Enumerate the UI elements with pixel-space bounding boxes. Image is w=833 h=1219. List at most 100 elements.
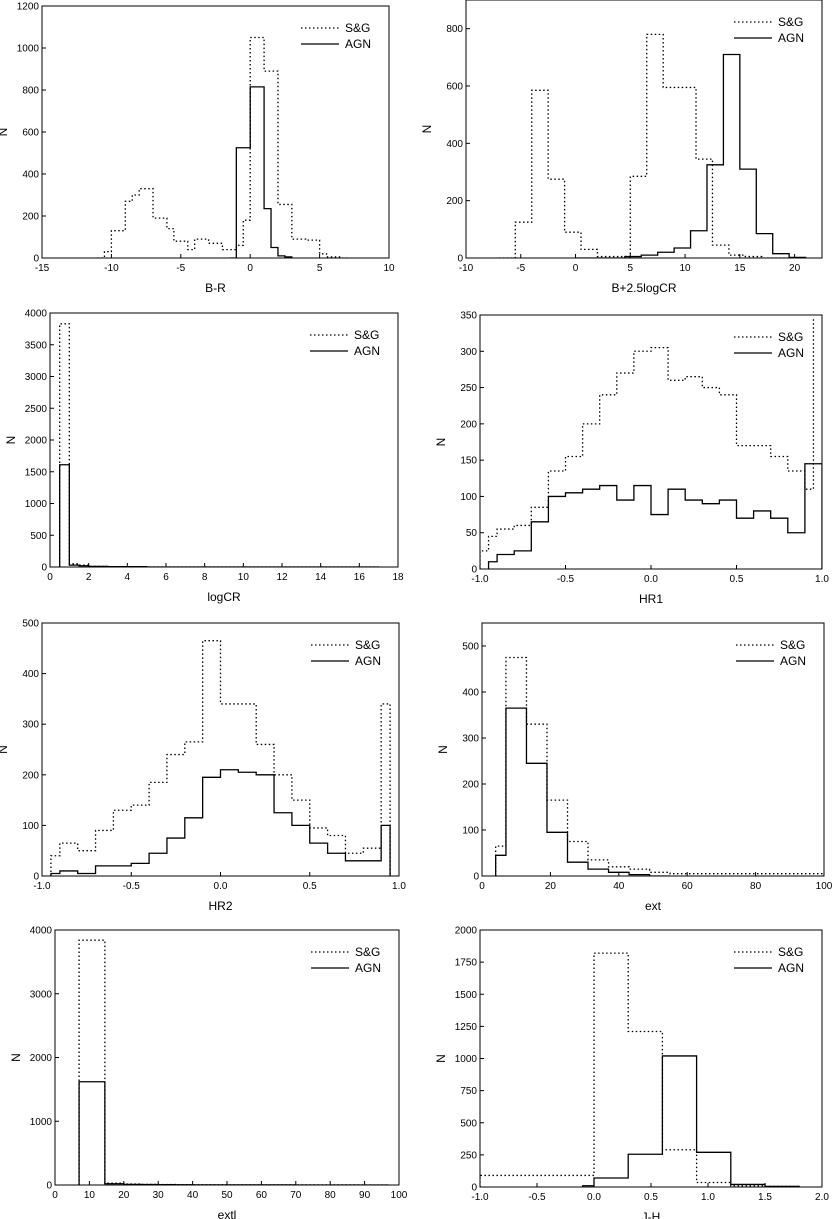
x-tick-label: 30 [153,1190,165,1201]
x-tick-label: 2.0 [815,1192,829,1203]
legend-label: AGN [778,31,804,45]
x-tick-label: 0 [47,572,53,583]
x-axis-label: logCR [207,590,241,604]
legend-label: S&G [354,328,379,342]
x-tick-label: 10 [84,1190,96,1201]
x-tick-label: 0 [247,263,253,274]
y-tick-label: 200 [462,780,479,791]
x-axis-label: ext [645,899,662,913]
x-tick-label: 20 [789,263,801,274]
x-tick-label: 0 [573,263,579,274]
series-sg-line [499,34,795,258]
x-tick-label: 0.5 [303,881,317,892]
y-axis-label: N [434,438,448,447]
y-tick-label: 500 [30,531,47,542]
x-tick-label: 40 [613,881,625,892]
y-tick-label: 4000 [25,309,48,320]
chart-extl: 0 10 20 30 40 50 60 70 80 90 10001000200030004000e… [0,915,416,1219]
y-tick-label: 500 [462,642,479,653]
y-tick-label: 1000 [25,499,48,510]
x-tick-label: 15 [734,263,746,274]
series-agn-line [583,1056,800,1187]
x-tick-label: 0 [52,1190,58,1201]
x-tick-label: 60 [682,881,694,892]
chart-panel-4: -1.0 -0.5 0.0 0.5 1.0 0 100 200 300 400 500 HR2 N S&G… [0,610,416,915]
x-tick-label: 2 [86,572,92,583]
x-tick-label: 18 [392,572,404,583]
x-tick-label: 4 [125,572,131,583]
y-tick-label: 400 [446,139,463,150]
y-tick-label: 300 [460,347,477,358]
series-sg-line [480,319,813,569]
legend-label: AGN [778,961,804,975]
y-tick-label: 400 [22,669,39,680]
y-tick-label: 300 [462,734,479,745]
y-tick-label: 2000 [25,436,48,447]
y-tick-label: 250 [460,1150,477,1161]
y-tick-label: 350 [460,311,477,322]
y-tick-label: 250 [460,383,477,394]
y-tick-label: 500 [22,619,39,630]
y-tick-label: 0 [46,1181,52,1192]
legend-label: S&G [778,945,803,959]
y-axis-label: N [9,1053,23,1062]
chart-panel-1: -10 -5 0 5 10 15 20 0 200 400 600 800 B+2.5logCR N S&G… [416,0,833,305]
chart-panel-3: -1.0 -0.5 0.0 0.5 1.0 0 50 100 150 200 250 300 350 HR… [416,305,833,610]
x-tick-label: -5 [516,263,525,274]
chart-panel-0: -15 -10 -5 0 5 10 0 200 400 600 800 1000 1200 B-R N S&G… [0,0,416,305]
y-tick-label: 3000 [25,372,48,383]
x-axis-label: B+2.5logCR [611,281,676,295]
chart-panel-2: 0 2 4 6 8 10 12 14 16 18 0 500 1000 1500 2000 2500 3000 3… [0,305,416,610]
series-agn-line [489,464,822,569]
y-axis-label: N [434,1054,448,1063]
series-agn-line [576,54,806,258]
x-tick-label: -1.0 [471,1192,489,1203]
y-tick-label: 0 [33,872,39,883]
y-tick-label: 200 [22,212,39,223]
x-axis-label: HR2 [208,899,232,913]
x-tick-label: 1.0 [701,1192,715,1203]
chart-hr1: -1.0 -0.5 0.0 0.5 1.0 0 50 100 150 200 250 300 350 HR… [416,305,833,610]
y-tick-label: 2000 [30,1053,53,1064]
chart-panel-7: -1.0 -0.5 0.0 0.5 1.0 1.5 2.0 0 250 500 750 1000 125… [416,915,833,1219]
y-tick-label: 2500 [25,404,48,415]
x-axis-label: J-H [642,1210,661,1219]
chart-ext: 0 20 40 60 80 100 0 100 200 300 400 500 ext N S&G AGN [416,610,833,915]
legend-label: AGN [780,654,806,668]
x-tick-label: 1.5 [758,1192,772,1203]
x-tick-label: -15 [35,263,50,274]
x-tick-label: -10 [104,263,119,274]
chart-b-logcr: -10 -5 0 5 10 15 200200400600800B+2.5logCRNS&G… [416,0,833,305]
y-tick-label: 0 [471,565,477,576]
x-tick-label: -5 [176,263,185,274]
y-tick-label: 1000 [30,1117,53,1128]
x-tick-label: -0.5 [123,881,141,892]
legend-label: AGN [355,654,381,668]
y-tick-label: 400 [22,170,39,181]
y-axis-label: N [436,745,450,754]
series-sg-line [496,658,824,877]
plot-frame [466,0,822,258]
y-tick-label: 200 [446,196,463,207]
y-axis-label: N [4,436,18,445]
x-tick-label: 5 [317,263,323,274]
y-tick-label: 0 [33,254,39,265]
y-tick-label: 0 [41,563,47,574]
y-tick-label: 4000 [30,926,53,937]
y-tick-label: 100 [462,826,479,837]
y-tick-label: 1000 [455,1054,478,1065]
y-tick-label: 1000 [17,44,40,55]
x-tick-label: 80 [325,1190,337,1201]
legend-label: AGN [345,37,371,51]
x-tick-label: 16 [354,572,366,583]
series-agn-line [229,87,291,258]
y-tick-label: 1200 [17,2,40,13]
chart-logcr: 0 2 4 6 8 10 12 14 16 18 0 500 1000 1500 2000 2500 3000 3… [0,305,416,610]
y-tick-label: 300 [22,720,39,731]
series-sg-line [79,940,389,1185]
series-agn-line [60,465,379,567]
x-tick-label: -10 [459,263,474,274]
x-tick-label: 70 [290,1190,302,1201]
x-tick-label: 20 [545,881,557,892]
x-tick-label: -1.0 [471,574,489,585]
